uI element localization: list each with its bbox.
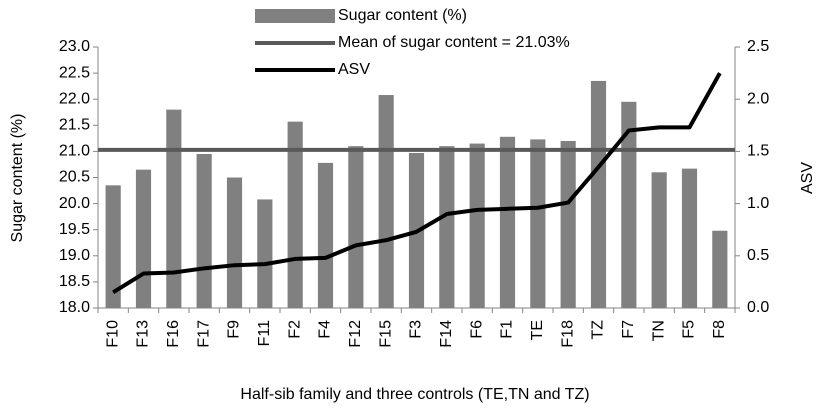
x-tick-label: F3 (408, 320, 425, 339)
y2-tick-label: 0.5 (747, 247, 769, 264)
bar (530, 139, 546, 308)
legend-label: Mean of sugar content = 21.03% (338, 34, 570, 51)
y-tick-label: 22.5 (59, 64, 90, 81)
y-tick-label: 20.0 (59, 195, 90, 212)
bar (317, 162, 334, 308)
asv-line (112, 72, 722, 295)
bar (378, 95, 394, 308)
bar (499, 136, 516, 308)
x-tick-label: F6 (468, 320, 485, 339)
y-tick-label: 22.0 (59, 90, 90, 107)
x-tick-label: F7 (620, 320, 637, 339)
bar (712, 230, 728, 308)
y2-axis-title: ASV (799, 162, 816, 194)
y2-tick-label: 1.5 (747, 143, 769, 160)
x-tick-label: F8 (711, 320, 728, 339)
y-tick-label: 20.5 (59, 169, 90, 186)
bar (135, 169, 152, 308)
bar (257, 199, 273, 308)
x-tick-label: F18 (559, 320, 576, 348)
y-tick-label: 23.0 (59, 38, 90, 55)
x-tick-label: F11 (256, 320, 273, 346)
x-tick-label: F15 (377, 320, 394, 348)
bar (439, 146, 455, 308)
x-tick-label: F9 (226, 320, 243, 339)
y-axis-title: Sugar content (%) (9, 114, 26, 243)
y-tick-label: 19.0 (59, 247, 90, 264)
legend-label: Sugar content (%) (338, 7, 467, 24)
bar (348, 146, 364, 308)
x-tick-label: F5 (681, 320, 698, 339)
bar (166, 109, 182, 308)
y-tick-label: 19.5 (59, 221, 90, 238)
x-tick-label: F16 (165, 320, 182, 348)
legend-swatch (255, 9, 335, 23)
y2-tick-label: 1.0 (747, 195, 769, 212)
y-tick-label: 21.5 (59, 117, 90, 134)
bar (226, 177, 243, 308)
y-tick-label: 18.5 (59, 273, 90, 290)
bar (196, 154, 212, 308)
x-tick-label: F14 (438, 320, 455, 348)
bar (560, 140, 576, 308)
y-tick-label: 18.0 (59, 299, 90, 316)
x-tick-label: F4 (317, 320, 334, 339)
x-tick-label: F12 (347, 320, 364, 348)
x-tick-label: TE (529, 320, 546, 340)
x-tick-label: TZ (590, 320, 607, 340)
bar (621, 101, 637, 308)
bar (105, 185, 121, 308)
x-tick-label: F13 (135, 320, 152, 348)
bar (651, 172, 667, 308)
x-axis-title: Half-sib family and three controls (TE,T… (240, 386, 589, 403)
x-tick-label: TN (650, 320, 667, 341)
y2-tick-label: 2.5 (747, 38, 769, 55)
x-tick-label: F17 (195, 320, 212, 348)
x-tick-label: F2 (286, 320, 303, 339)
bar (469, 143, 485, 308)
y-tick-label: 21.0 (59, 143, 90, 160)
bar (681, 168, 698, 308)
x-tick-label: F1 (499, 320, 516, 339)
y2-tick-label: 2.0 (747, 90, 769, 107)
bar (590, 80, 607, 309)
y2-tick-label: 0.0 (747, 299, 769, 316)
x-tick-label: F10 (104, 320, 121, 348)
legend-label: ASV (338, 61, 370, 78)
